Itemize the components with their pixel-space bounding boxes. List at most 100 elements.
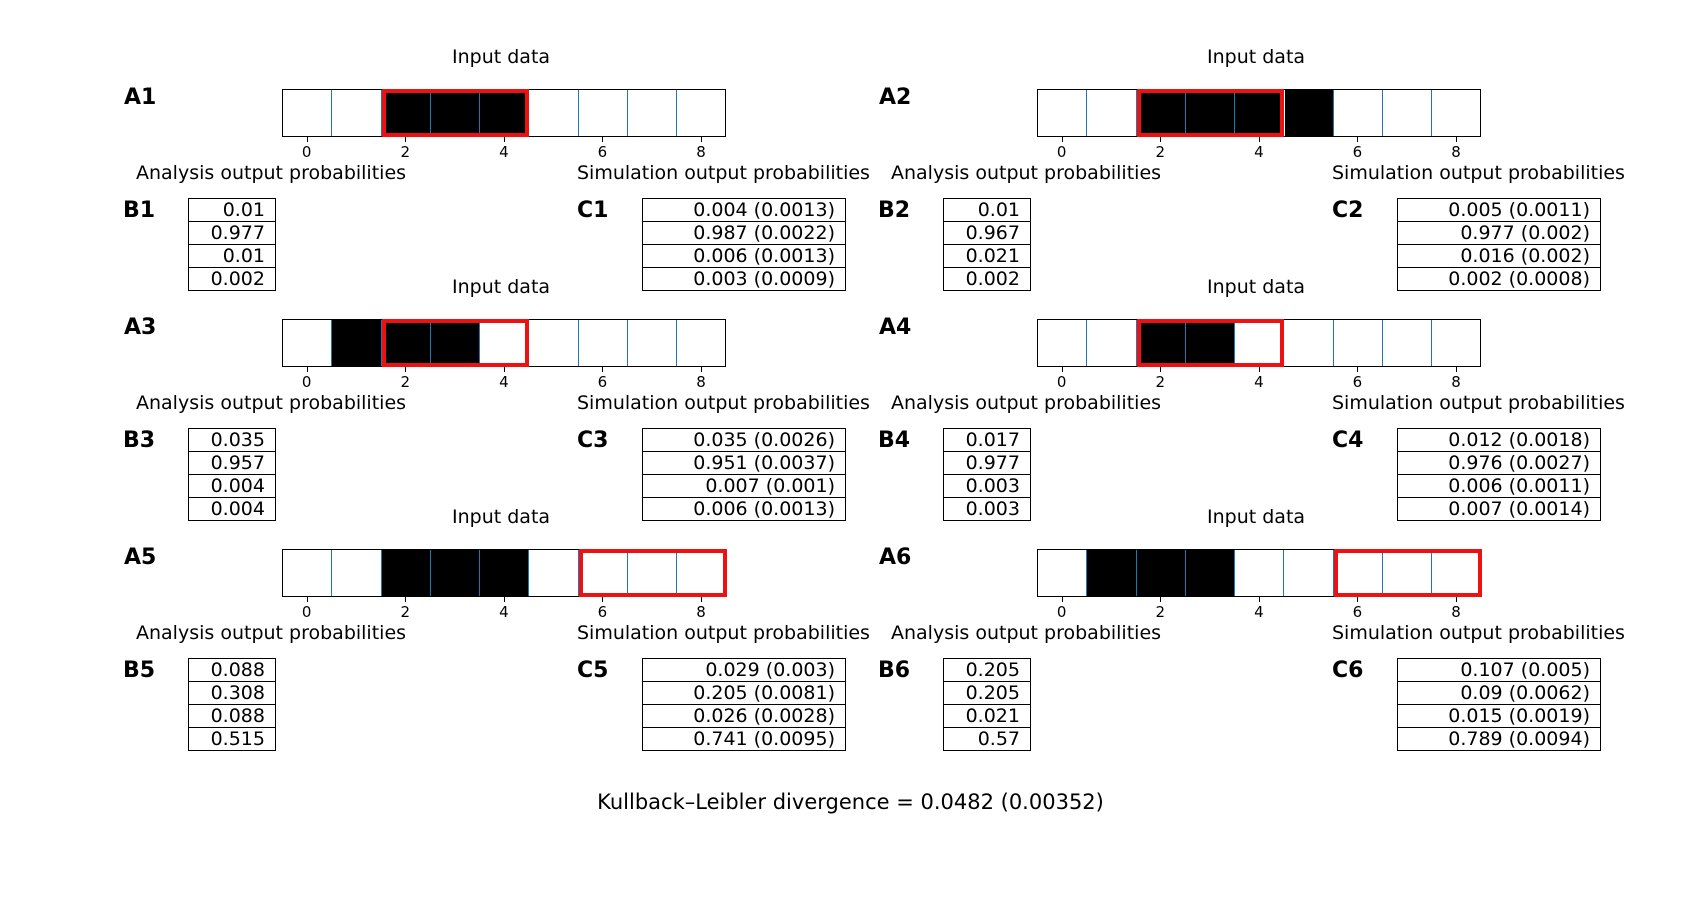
strip-cell — [283, 320, 333, 366]
probability-cell: 0.977 — [188, 221, 276, 245]
strip-cell — [1432, 90, 1481, 136]
probability-cell: 0.976 (0.0027) — [1397, 451, 1601, 475]
strip-cell — [1285, 320, 1334, 366]
tick-label: 0 — [301, 373, 312, 391]
simulation-table-5: 0.029 (0.003) 0.205 (0.0081) 0.026 (0.0028… — [642, 658, 846, 751]
tick-label: 2 — [400, 603, 411, 621]
tick-label: 6 — [1352, 603, 1363, 621]
probability-cell: 0.017 — [943, 428, 1031, 452]
probability-cell: 0.205 — [943, 658, 1031, 682]
panel-label-c5: C5 — [577, 658, 609, 683]
panel-label-c6: C6 — [1332, 658, 1364, 683]
tick-label: 2 — [400, 143, 411, 161]
tick-mark — [701, 137, 703, 142]
analysis-caption: Analysis output probabilities — [136, 622, 407, 644]
table-row: 0.021 — [943, 704, 1031, 728]
strip-cell — [480, 90, 530, 136]
probability-cell: 0.015 (0.0019) — [1397, 704, 1601, 728]
tick-label: 2 — [1155, 603, 1166, 621]
strip-cell — [579, 90, 629, 136]
table-row: 0.967 — [943, 221, 1031, 245]
strip-cell — [1038, 550, 1088, 596]
probability-cell: 0.003 — [943, 497, 1031, 521]
panel-label-b4: B4 — [878, 428, 911, 453]
table-row: 0.012 (0.0018) — [1397, 428, 1601, 452]
strip-cell — [1185, 320, 1236, 366]
tick-label: 8 — [696, 143, 706, 161]
strip-cell — [381, 320, 431, 366]
tick-label: 8 — [696, 603, 706, 621]
table-row: 0.977 — [188, 221, 276, 245]
tick-mark — [405, 367, 407, 372]
table-row: 0.007 (0.001) — [642, 474, 846, 498]
table-row: 0.021 — [943, 244, 1031, 268]
panel-label-c3: C3 — [577, 428, 609, 453]
strip-cell — [1235, 90, 1285, 136]
analysis-table-6: 0.205 0.205 0.021 0.57 — [943, 658, 1031, 751]
tick-mark — [1258, 597, 1260, 602]
analysis-table-5: 0.088 0.308 0.088 0.515 — [188, 658, 276, 751]
probability-cell: 0.967 — [943, 221, 1031, 245]
simulation-table-1: 0.004 (0.0013) 0.987 (0.0022) 0.006 (0.001… — [642, 198, 846, 291]
strip-cell — [1334, 90, 1384, 136]
strip-cell — [677, 550, 726, 596]
panel-label-c1: C1 — [577, 198, 609, 223]
strip-axis-ticks: 0 2 4 6 8 — [1037, 597, 1481, 621]
panel-label-b3: B3 — [123, 428, 156, 453]
analysis-table-3: 0.035 0.957 0.004 0.004 — [188, 428, 276, 521]
table-row: 0.205 (0.0081) — [642, 681, 846, 705]
input-strip-4 — [1037, 319, 1481, 367]
strip-cell — [1185, 550, 1236, 596]
panel-label-b1: B1 — [123, 198, 156, 223]
table-row: 0.088 — [188, 658, 276, 682]
strip-cell — [480, 320, 530, 366]
strip-cell — [579, 550, 629, 596]
analysis-caption: Analysis output probabilities — [891, 392, 1162, 414]
strip-cell — [1087, 550, 1137, 596]
tick-mark — [1160, 137, 1162, 142]
tick-label: 8 — [1451, 143, 1461, 161]
panel-label-a5: A5 — [124, 545, 157, 570]
probability-cell: 0.205 (0.0081) — [642, 681, 846, 705]
strip-cell — [332, 90, 382, 136]
table-row: 0.01 — [943, 198, 1031, 222]
strip-cell — [1087, 320, 1137, 366]
input-strip-5 — [282, 549, 727, 597]
table-row: 0.976 (0.0027) — [1397, 451, 1601, 475]
tick-mark — [1258, 367, 1260, 372]
strip-axis-ticks: 0 2 4 6 8 — [282, 367, 726, 391]
table-row: 0.515 — [188, 727, 276, 751]
probability-cell: 0.987 (0.0022) — [642, 221, 846, 245]
panel-label-c4: C4 — [1332, 428, 1364, 453]
tick-label: 8 — [1451, 373, 1461, 391]
probability-cell: 0.007 (0.001) — [642, 474, 846, 498]
simulation-caption: Simulation output probabilities — [577, 622, 870, 644]
strip-cell — [1284, 90, 1334, 136]
strip-cell — [430, 320, 481, 366]
simulation-caption: Simulation output probabilities — [1332, 622, 1625, 644]
analysis-caption: Analysis output probabilities — [136, 392, 407, 414]
simulation-table-2: 0.005 (0.0011) 0.977 (0.002) 0.016 (0.002)… — [1397, 198, 1601, 291]
table-row: 0.308 — [188, 681, 276, 705]
analysis-caption: Analysis output probabilities — [136, 162, 407, 184]
table-row: 0.003 — [943, 474, 1031, 498]
strip-cell — [579, 320, 629, 366]
strip-cell — [530, 90, 579, 136]
tick-label: 4 — [1254, 373, 1264, 391]
analysis-table-4: 0.017 0.977 0.003 0.003 — [943, 428, 1031, 521]
strip-cell — [1383, 550, 1433, 596]
tick-label: 2 — [1155, 143, 1166, 161]
strip-cell — [628, 550, 678, 596]
strip-cell — [283, 550, 333, 596]
table-row: 0.004 — [188, 474, 276, 498]
probability-cell: 0.205 — [943, 681, 1031, 705]
probability-cell: 0.088 — [188, 704, 276, 728]
tick-mark — [1061, 137, 1063, 142]
simulation-caption: Simulation output probabilities — [1332, 162, 1625, 184]
probability-cell: 0.006 (0.0013) — [642, 244, 846, 268]
input-data-caption: Input data — [452, 276, 551, 298]
tick-mark — [1456, 137, 1458, 142]
probability-cell: 0.006 (0.0011) — [1397, 474, 1601, 498]
analysis-caption: Analysis output probabilities — [891, 162, 1162, 184]
strip-cell — [628, 90, 678, 136]
